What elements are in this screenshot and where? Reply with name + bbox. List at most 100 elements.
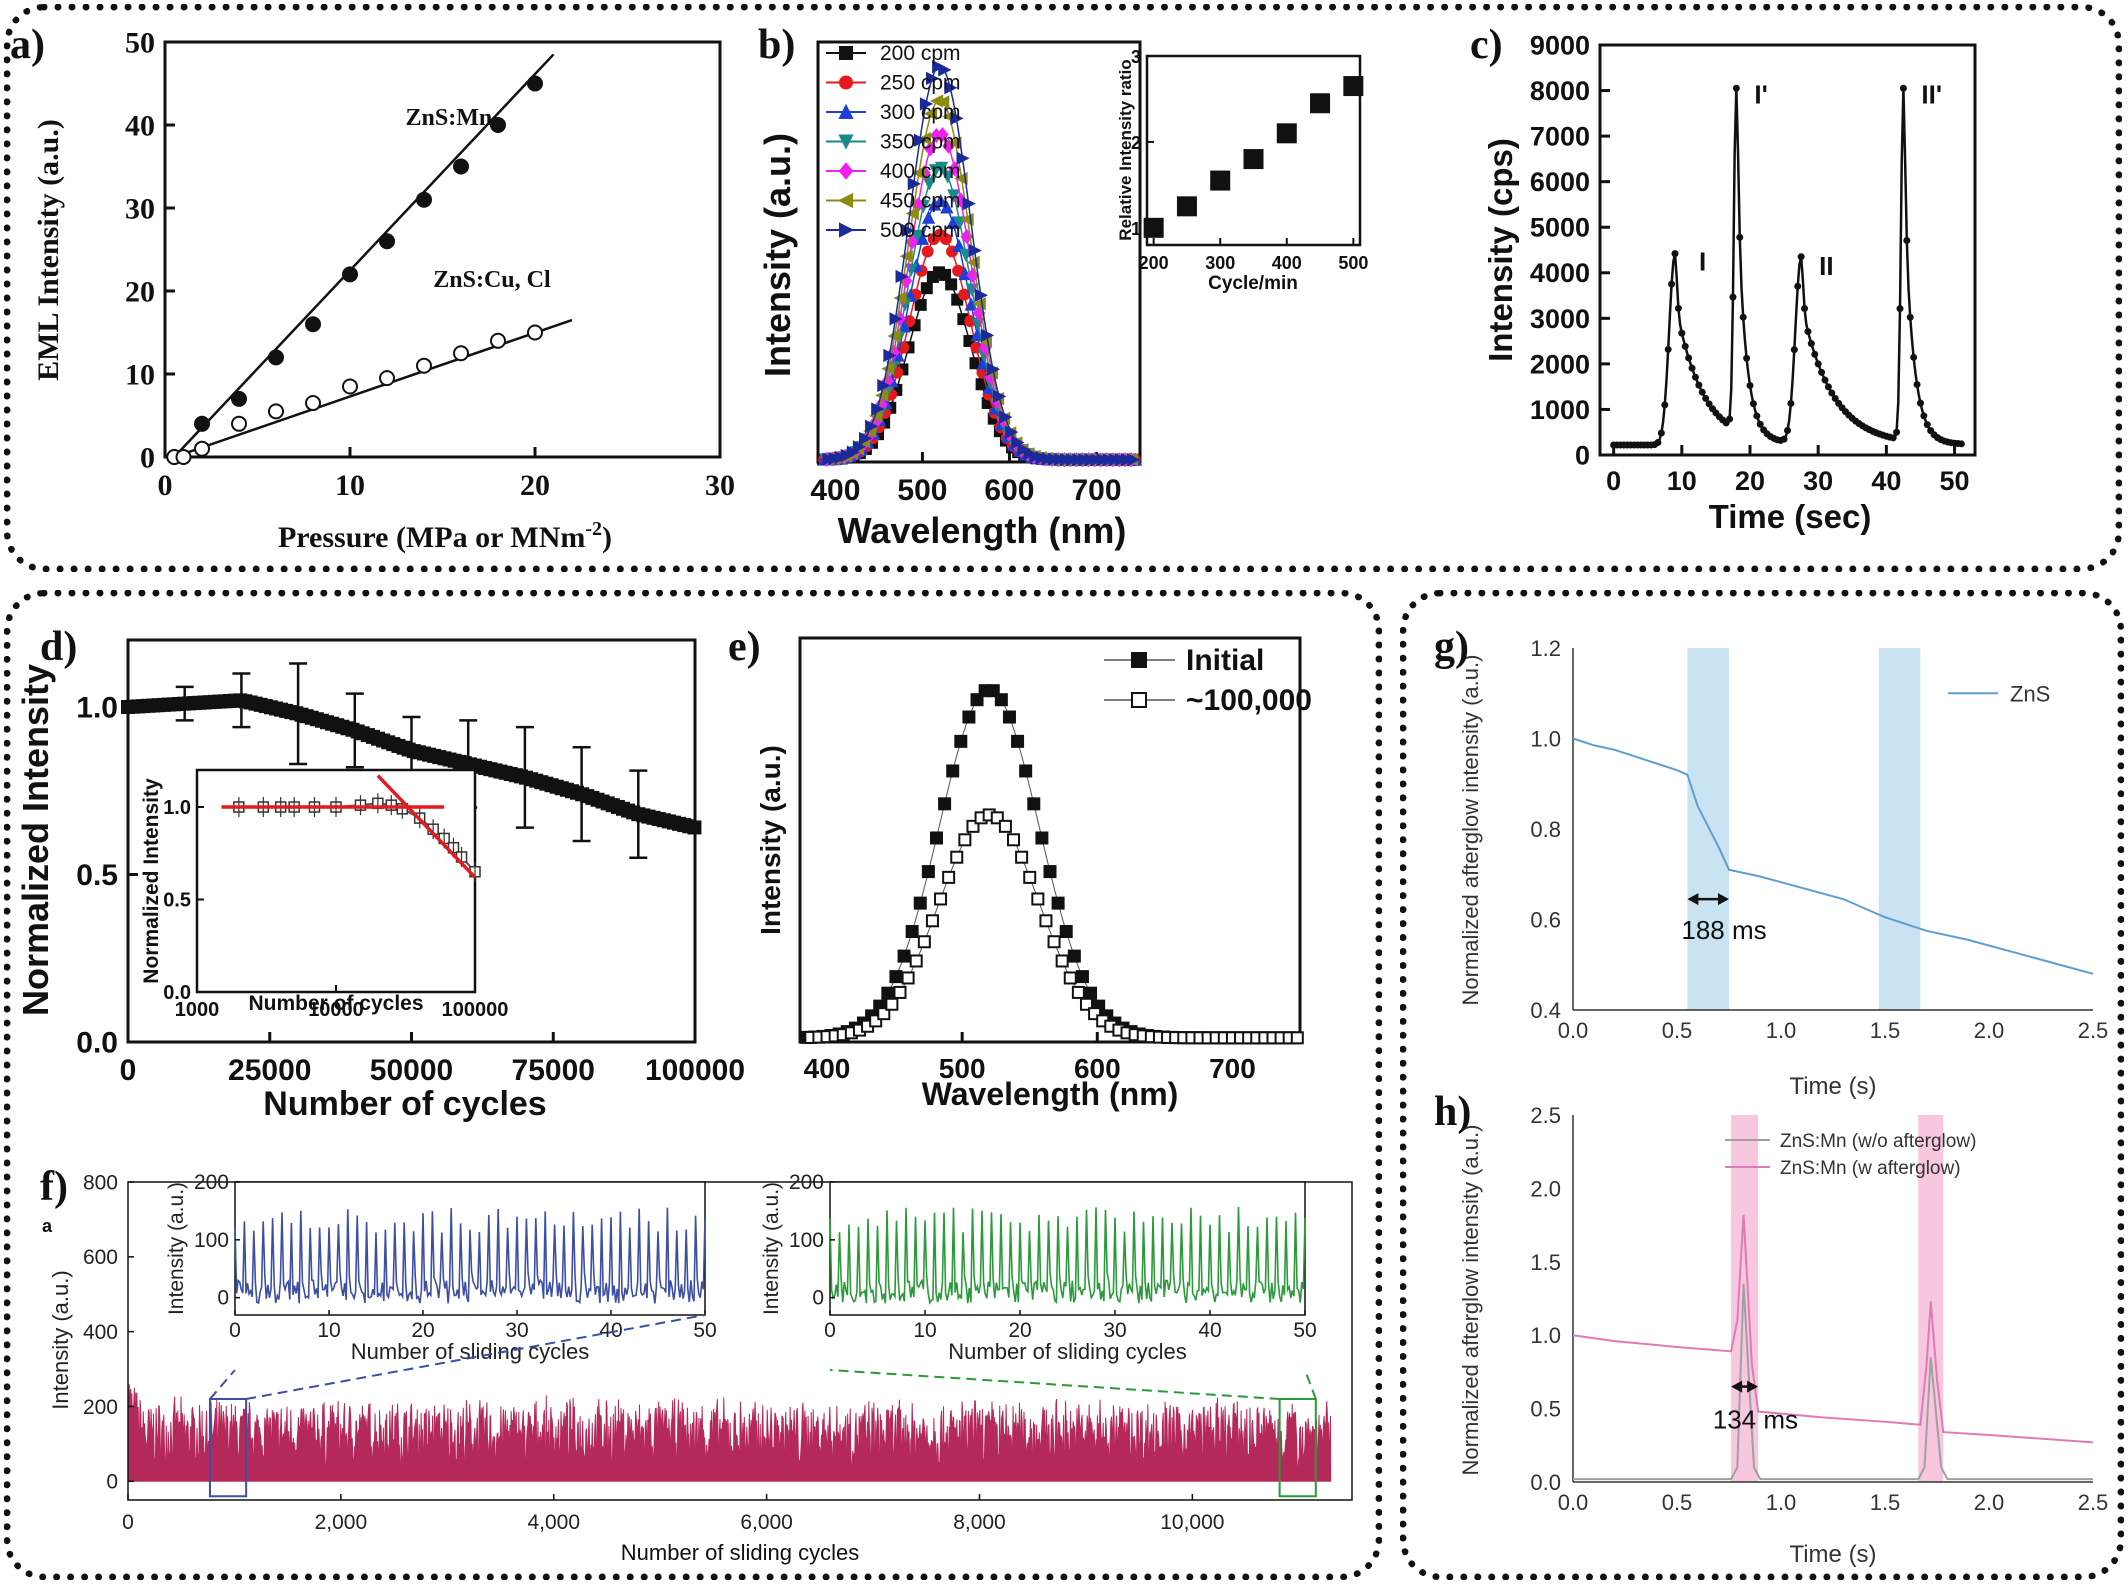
- x-tick-label: 0: [122, 1511, 134, 1534]
- highlight-band: [1687, 648, 1729, 1010]
- data-point: [881, 986, 895, 1000]
- data-point: [1090, 453, 1104, 467]
- window-box: [1278, 1397, 1317, 1498]
- panel-f: 0 2,000 4,000 6,000 8,000 10,0000200400600800…: [42, 1171, 1353, 1565]
- data-point: [1739, 313, 1747, 321]
- highlight-band: [1918, 1115, 1944, 1482]
- data-point: [936, 127, 949, 143]
- x-tick-label: 100000: [442, 999, 509, 1021]
- data-point: [883, 348, 897, 363]
- x-tick-label: 0.0: [1558, 1490, 1589, 1515]
- y-axis-label: Normalized afterglow intensity (a.u.): [1458, 1125, 1483, 1476]
- y-tick-label: 2.5: [1530, 1103, 1561, 1128]
- y-tick-label: 0.6: [1530, 908, 1561, 933]
- data-point: [453, 158, 469, 175]
- x-tick-label: 600: [984, 474, 1034, 507]
- y-tick-label: 2000: [1530, 349, 1590, 379]
- y-tick-label: 20: [125, 276, 155, 309]
- data-point: [950, 850, 964, 864]
- data-point: [1746, 381, 1754, 389]
- x-tick-label: 700: [1071, 474, 1121, 507]
- data-point: [885, 997, 899, 1011]
- data-point: [940, 200, 954, 214]
- peak-label: I': [1754, 80, 1767, 110]
- data-point: [1127, 453, 1141, 467]
- x-tick-label: 2.5: [2078, 1018, 2109, 1043]
- y-tick-label: 0: [217, 1287, 229, 1310]
- peak-label: II': [1921, 80, 1942, 110]
- data-point: [945, 278, 958, 291]
- data-point: [1041, 452, 1055, 466]
- y-axis-label: Intensity (cps): [1482, 138, 1519, 362]
- x-tick-label: 20: [520, 469, 550, 502]
- x-tick-label: 30: [1803, 466, 1833, 496]
- data-point: [993, 389, 1007, 404]
- y-axis-label: Normalized Intensity: [15, 664, 56, 1016]
- data-point: [994, 693, 1008, 707]
- x-tick-label: 500: [897, 474, 947, 507]
- data-point: [1814, 360, 1822, 368]
- data-point: [1889, 434, 1897, 442]
- x-tick-label: 2.5: [2078, 1490, 2109, 1515]
- data-point: [838, 134, 854, 150]
- x-tick-label: 75000: [512, 1054, 595, 1087]
- data-point: [921, 865, 935, 879]
- x-axis-label: Pressure (MPa or MNm-2): [278, 518, 612, 554]
- data-point: [1753, 412, 1761, 420]
- data-point: [869, 1014, 883, 1028]
- data-point: [1729, 293, 1737, 301]
- data-point: [1007, 833, 1021, 847]
- data-point: [1143, 217, 1164, 238]
- data-point: [889, 312, 903, 326]
- x-tick-label: 400: [804, 1053, 851, 1084]
- data-point: [922, 177, 937, 191]
- data-point: [1804, 328, 1812, 336]
- data-point: [1210, 170, 1231, 191]
- data-point: [907, 177, 921, 191]
- x-tick-label: 600: [1074, 1053, 1121, 1084]
- data-point: [1681, 342, 1689, 350]
- x-tick-label: 50: [1293, 1319, 1316, 1342]
- data-point: [934, 193, 948, 208]
- data-point: [1029, 449, 1043, 464]
- data-point: [490, 117, 506, 133]
- data-point: [837, 192, 853, 209]
- y-tick-label: 30: [125, 193, 155, 226]
- data-point: [1671, 250, 1679, 258]
- x-tick-label: 10: [913, 1319, 936, 1342]
- connector-line: [245, 1314, 706, 1400]
- x-tick-label: 4,000: [527, 1511, 580, 1534]
- x-tick-label: 50000: [370, 1054, 453, 1087]
- x-tick-label: 0: [158, 469, 173, 502]
- data-point: [1039, 914, 1053, 928]
- data-point: [1794, 282, 1802, 290]
- data-point: [1756, 420, 1764, 428]
- peak-label: II: [1819, 251, 1833, 281]
- panel-label: b): [758, 22, 795, 68]
- data-point: [858, 431, 873, 446]
- plot-frame: [127, 1181, 1353, 1501]
- y-axis-label: Intensity (a.u.): [48, 1270, 73, 1409]
- data-point: [828, 451, 842, 466]
- panel-e: 400 500 600 700 Initial ~100,000 Intensity (a.…: [755, 636, 1312, 1112]
- data-point: [968, 243, 982, 258]
- plot-frame: [798, 636, 1302, 1044]
- panel-label: a): [10, 22, 45, 68]
- inset-x-label: Number of cycles: [248, 992, 423, 1015]
- data-point: [840, 448, 854, 463]
- data-point: [881, 362, 895, 376]
- data-point: [952, 264, 965, 277]
- data-point: [948, 161, 961, 177]
- data-point: [1896, 305, 1904, 313]
- data-point: [911, 166, 925, 180]
- data-point: [938, 63, 952, 77]
- x-tick-label: 1000: [175, 999, 220, 1021]
- x-tick-label: 40: [1198, 1319, 1221, 1342]
- legend-label: 400 cpm: [880, 160, 961, 183]
- data-point: [913, 896, 927, 910]
- data-point: [839, 222, 855, 238]
- x-tick-label: 500: [1338, 253, 1368, 273]
- y-tick-label: 0: [812, 1287, 824, 1310]
- data-point: [901, 971, 915, 985]
- data-point: [839, 46, 853, 60]
